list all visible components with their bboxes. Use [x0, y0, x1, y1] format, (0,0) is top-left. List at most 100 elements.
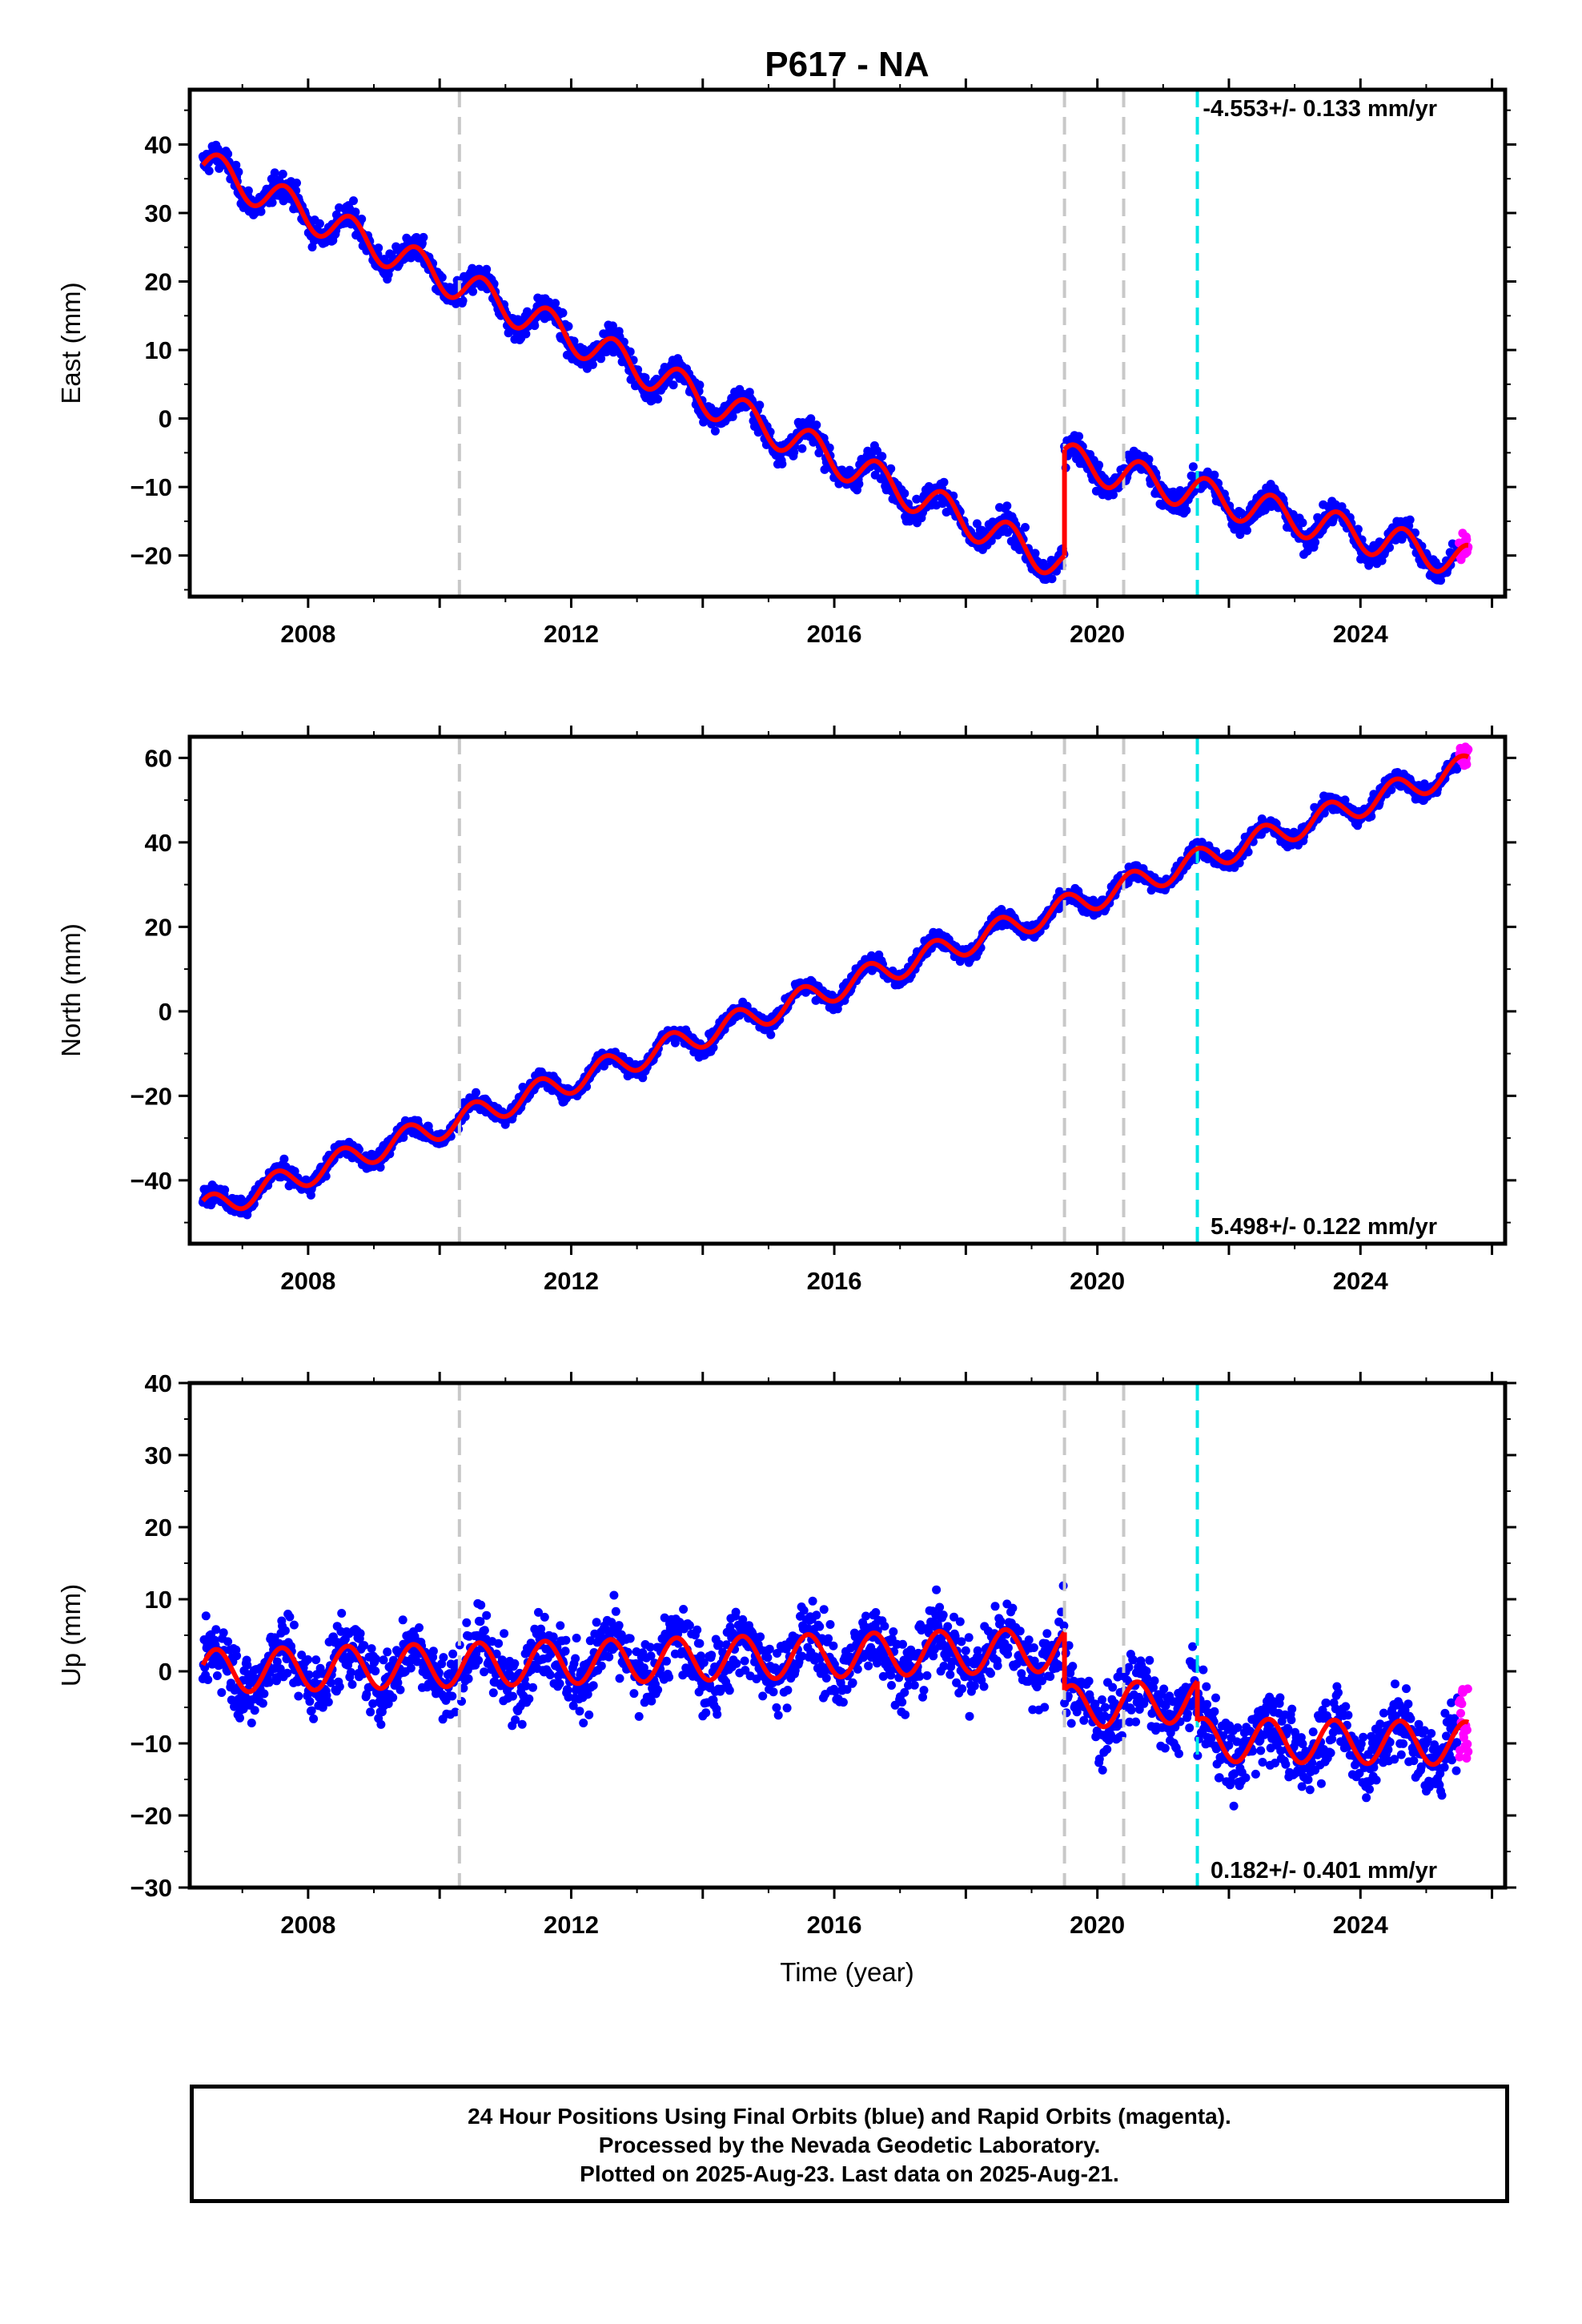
data-point [588, 360, 597, 369]
data-point [568, 1701, 578, 1711]
data-point [406, 1663, 416, 1673]
data-point [1462, 760, 1472, 769]
plot-area-up [198, 1383, 1473, 1888]
data-point [912, 494, 921, 504]
data-point [1109, 490, 1118, 500]
data-point [1243, 525, 1251, 535]
data-point [309, 1714, 319, 1723]
data-point [459, 1683, 468, 1693]
data-point [1462, 535, 1472, 545]
data-point [511, 1715, 520, 1724]
data-point [351, 207, 360, 217]
y-tick-label: 0 [159, 998, 172, 1026]
series-final_orbits [198, 140, 1464, 585]
data-point [1387, 785, 1396, 794]
data-point [710, 426, 720, 436]
data-point [625, 1634, 635, 1643]
data-point [311, 1655, 321, 1665]
velocity-label: 5.498+/- 0.122 mm/yr [1211, 1214, 1437, 1240]
data-point [1188, 462, 1198, 472]
data-point [388, 1693, 398, 1703]
data-point [608, 321, 617, 331]
data-point [1377, 556, 1387, 565]
data-point [217, 1688, 227, 1697]
data-point [558, 308, 568, 318]
data-point [755, 400, 765, 410]
data-point [371, 1655, 381, 1664]
data-point [315, 219, 324, 228]
model-fit-line [201, 753, 1470, 1212]
data-point [275, 1664, 285, 1674]
velocity-label: -4.553+/- 0.133 mm/yr [1203, 96, 1437, 122]
data-point [294, 1691, 303, 1701]
data-point [510, 1659, 520, 1668]
data-point [259, 1689, 269, 1699]
data-point [1094, 460, 1104, 470]
data-point [292, 179, 301, 187]
x-tick-label: 2020 [1070, 620, 1125, 648]
data-point [439, 1653, 448, 1663]
data-point [374, 243, 383, 253]
data-point [1182, 505, 1191, 515]
data-point [220, 1185, 230, 1195]
data-point [448, 1649, 458, 1659]
data-point [303, 1655, 312, 1664]
data-point [607, 1618, 616, 1627]
data-point [797, 444, 807, 453]
data-point [285, 1612, 295, 1622]
data-point [451, 1707, 460, 1717]
data-point [462, 1618, 472, 1627]
y-axis-label: North (mm) [56, 923, 86, 1057]
data-point [437, 272, 447, 282]
data-point [647, 1696, 656, 1706]
data-point [219, 1628, 228, 1638]
data-point [379, 1655, 388, 1665]
data-point [555, 1679, 564, 1688]
data-point [653, 394, 663, 404]
panel-frame [187, 87, 1508, 599]
data-point [584, 1710, 594, 1719]
data-point [234, 167, 243, 177]
data-point [660, 1613, 669, 1622]
data-point [579, 1719, 588, 1727]
data-point [362, 1690, 371, 1699]
data-point [458, 296, 468, 305]
data-point [1436, 576, 1445, 585]
data-point [604, 1652, 614, 1662]
data-point [250, 1706, 259, 1715]
data-point [322, 1691, 331, 1700]
data-point [247, 1719, 256, 1727]
data-point [448, 1691, 457, 1701]
plot-area-east [198, 90, 1473, 597]
model-fit-line [201, 152, 1066, 576]
data-point [854, 479, 864, 489]
data-point [347, 1679, 357, 1689]
data-point [634, 1711, 644, 1721]
data-point [494, 1638, 504, 1648]
data-point [304, 1670, 314, 1679]
data-point [399, 1132, 408, 1142]
data-point [521, 329, 531, 339]
y-tick-label: 10 [145, 336, 172, 364]
data-point [1002, 501, 1012, 511]
data-point [695, 380, 705, 390]
x-tick-label: 2008 [280, 620, 335, 648]
data-point [877, 452, 887, 461]
data-point [1243, 847, 1253, 857]
data-point [204, 166, 214, 175]
data-point [232, 1651, 242, 1661]
model-fit-line [1062, 442, 1469, 574]
data-point [548, 1632, 558, 1642]
data-point [371, 1667, 380, 1676]
data-point [1021, 523, 1030, 532]
y-tick-label: 40 [145, 829, 172, 857]
data-point [488, 1688, 498, 1698]
data-point [398, 1615, 408, 1625]
data-point [669, 380, 678, 390]
data-point [575, 1707, 584, 1716]
data-point [615, 1674, 624, 1683]
data-point [472, 1088, 480, 1097]
